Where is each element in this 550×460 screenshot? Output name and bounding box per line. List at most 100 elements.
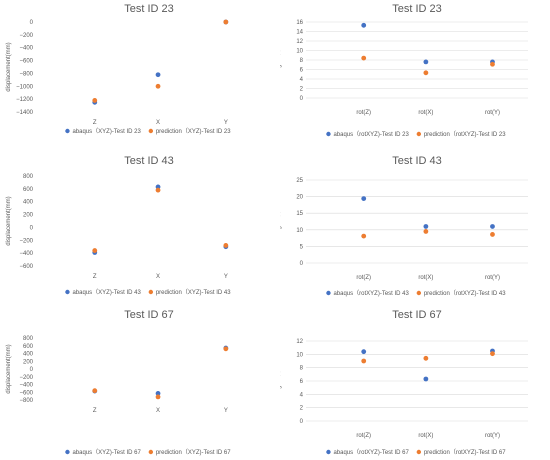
legend-marker-abaqus xyxy=(65,449,70,455)
y-tick-label: 0 xyxy=(300,419,304,425)
y-tick-label: 15 xyxy=(296,211,303,217)
legend-marker-abaqus xyxy=(326,449,331,455)
chart-svg: Test ID 43 0 5 10 15 20 25 angle（°） rot(Z) rot(X)… xyxy=(280,155,528,297)
legend-label-abaqus: abaqus（XYZ)-Test ID 43 xyxy=(72,289,141,296)
legend-label-abaqus: abaqus（rotXYZ)-Test ID 23 xyxy=(333,131,409,138)
legend-marker-abaqus xyxy=(326,290,331,296)
legend-marker-prediction xyxy=(148,289,154,295)
y-tick-label: −1400 xyxy=(16,110,34,116)
y-tick-label: 2 xyxy=(300,406,304,412)
chart-svg: Test ID 23 0 2 4 6 8 10 12 14 16 angle（°） rot(Z) rot… xyxy=(280,3,528,138)
legend-marker-prediction xyxy=(148,449,154,455)
y-tick-label: 800 xyxy=(23,174,34,180)
x-tick-label: Y xyxy=(224,274,228,280)
chart-panel-5: Test ID 67 −800 −600 −400 −200 0 200 400 600 800 d… xyxy=(0,306,270,458)
prediction-point xyxy=(92,248,98,253)
legend-marker-abaqus xyxy=(65,289,70,295)
legend-label-abaqus: abaqus（XYZ)-Test ID 67 xyxy=(72,449,141,456)
legend-label-abaqus: abaqus（rotXYZ)-Test ID 43 xyxy=(333,290,409,297)
legend-item-prediction: prediction（XYZ)-Test ID 43 xyxy=(148,289,231,296)
y-tick-label: 600 xyxy=(23,344,34,350)
y-tick-label: 0 xyxy=(30,367,34,373)
x-tick-label: rot(Z) xyxy=(356,275,371,281)
x-tick-label: rot(X) xyxy=(418,110,433,116)
chart-title: Test ID 43 xyxy=(124,155,174,167)
y-tick-label: −400 xyxy=(19,383,33,389)
y-tick-label: 10 xyxy=(296,352,303,358)
legend-marker-abaqus xyxy=(326,131,331,137)
prediction-point xyxy=(155,187,161,193)
legend-label-abaqus: abaqus（XYZ)-Test ID 23 xyxy=(72,128,141,135)
y-tick-label: −1000 xyxy=(16,84,34,90)
x-tick-label: Z xyxy=(93,274,97,280)
prediction-point xyxy=(423,70,429,76)
y-tick-label: −800 xyxy=(19,398,33,404)
prediction-point xyxy=(490,351,495,357)
y-tick-label: 6 xyxy=(300,379,304,385)
chart-title: Test ID 67 xyxy=(392,309,442,321)
legend-item-abaqus: abaqus（rotXYZ)-Test ID 23 xyxy=(326,131,409,138)
abaqus-point xyxy=(155,72,161,78)
x-tick-label: Y xyxy=(224,120,228,126)
prediction-point xyxy=(155,83,161,89)
y-axis-label: angle（°） xyxy=(280,366,282,395)
legend-label-prediction: prediction（XYZ)-Test ID 43 xyxy=(156,289,231,296)
x-tick-label: rot(Y) xyxy=(485,275,500,281)
chart-title: Test ID 67 xyxy=(124,309,174,321)
chart-title: Test ID 43 xyxy=(392,155,442,167)
chart-panel-2: Test ID 23 0 2 4 6 8 10 12 14 16 angle（°） rot(Z) rot… xyxy=(280,0,550,150)
y-axis-label: angle（°） xyxy=(280,45,282,74)
abaqus-point xyxy=(361,22,367,28)
y-tick-label: 4 xyxy=(300,77,304,83)
x-tick-label: rot(Y) xyxy=(485,110,500,116)
y-tick-label: 4 xyxy=(300,392,304,398)
y-tick-label: 20 xyxy=(296,195,303,201)
x-tick-label: Y xyxy=(224,408,228,414)
y-tick-label: −200 xyxy=(19,375,33,381)
y-tick-label: 2 xyxy=(300,87,304,93)
y-tick-label: 12 xyxy=(296,339,303,345)
y-tick-label: 0 xyxy=(300,96,304,102)
abaqus-point xyxy=(423,59,429,65)
chart-panel-4: Test ID 43 0 5 10 15 20 25 angle（°） rot(Z) rot(X)… xyxy=(280,152,550,302)
y-axis-label: displacement(mm) xyxy=(6,196,12,245)
y-tick-label: 600 xyxy=(23,187,34,193)
x-tick-label: X xyxy=(156,274,160,280)
abaqus-point xyxy=(155,391,161,396)
legend-marker-abaqus xyxy=(65,128,70,134)
y-tick-label: 200 xyxy=(23,359,34,365)
legend-item-abaqus: abaqus（rotXYZ)-Test ID 67 xyxy=(326,449,409,456)
legend-item-prediction: prediction（rotXYZ)-Test ID 67 xyxy=(416,449,506,456)
prediction-point xyxy=(92,98,98,103)
chart-svg: Test ID 43 −600 −400 −200 0 200 400 600 800 displ… xyxy=(6,155,231,296)
chart-svg: Test ID 23 −1400 −1200 −1000 −800 −600 −400 −20… xyxy=(6,3,231,135)
legend-item-abaqus: abaqus（XYZ)-Test ID 67 xyxy=(65,449,141,456)
x-tick-label: rot(X) xyxy=(418,433,433,439)
y-tick-label: 400 xyxy=(23,200,34,206)
legend-label-prediction: prediction（XYZ)-Test ID 23 xyxy=(156,128,231,135)
legend-item-abaqus: abaqus（XYZ)-Test ID 23 xyxy=(65,128,141,135)
y-tick-label: 200 xyxy=(23,213,34,219)
y-tick-label: 0 xyxy=(300,261,304,267)
y-axis-label: angle（°） xyxy=(280,207,282,236)
legend-item-abaqus: abaqus（rotXYZ)-Test ID 43 xyxy=(326,290,409,297)
y-tick-label: −600 xyxy=(19,264,33,270)
abaqus-point xyxy=(361,349,367,355)
prediction-point xyxy=(361,55,367,61)
y-tick-label: 0 xyxy=(30,20,34,26)
y-tick-label: 16 xyxy=(296,20,303,26)
legend-marker-prediction xyxy=(148,128,154,134)
legend-item-abaqus: abaqus（XYZ)-Test ID 43 xyxy=(65,289,141,296)
chart-panel-3: Test ID 43 −600 −400 −200 0 200 400 600 800 displ… xyxy=(0,152,270,302)
legend-label-prediction: prediction（rotXYZ)-Test ID 67 xyxy=(424,449,506,456)
legend-marker-prediction xyxy=(416,290,422,296)
prediction-point xyxy=(223,19,229,25)
y-tick-label: 5 xyxy=(300,244,304,250)
prediction-point xyxy=(423,229,429,234)
chart-title: Test ID 23 xyxy=(124,3,174,15)
chart-svg: Test ID 67 0 2 4 6 8 10 12 angle（°） rot(Z) rot(X) r… xyxy=(280,309,528,456)
abaqus-point xyxy=(361,196,367,201)
y-tick-label: −400 xyxy=(19,46,33,52)
chart-panel-6: Test ID 67 0 2 4 6 8 10 12 angle（°） rot(Z) rot(X) r… xyxy=(280,306,550,458)
